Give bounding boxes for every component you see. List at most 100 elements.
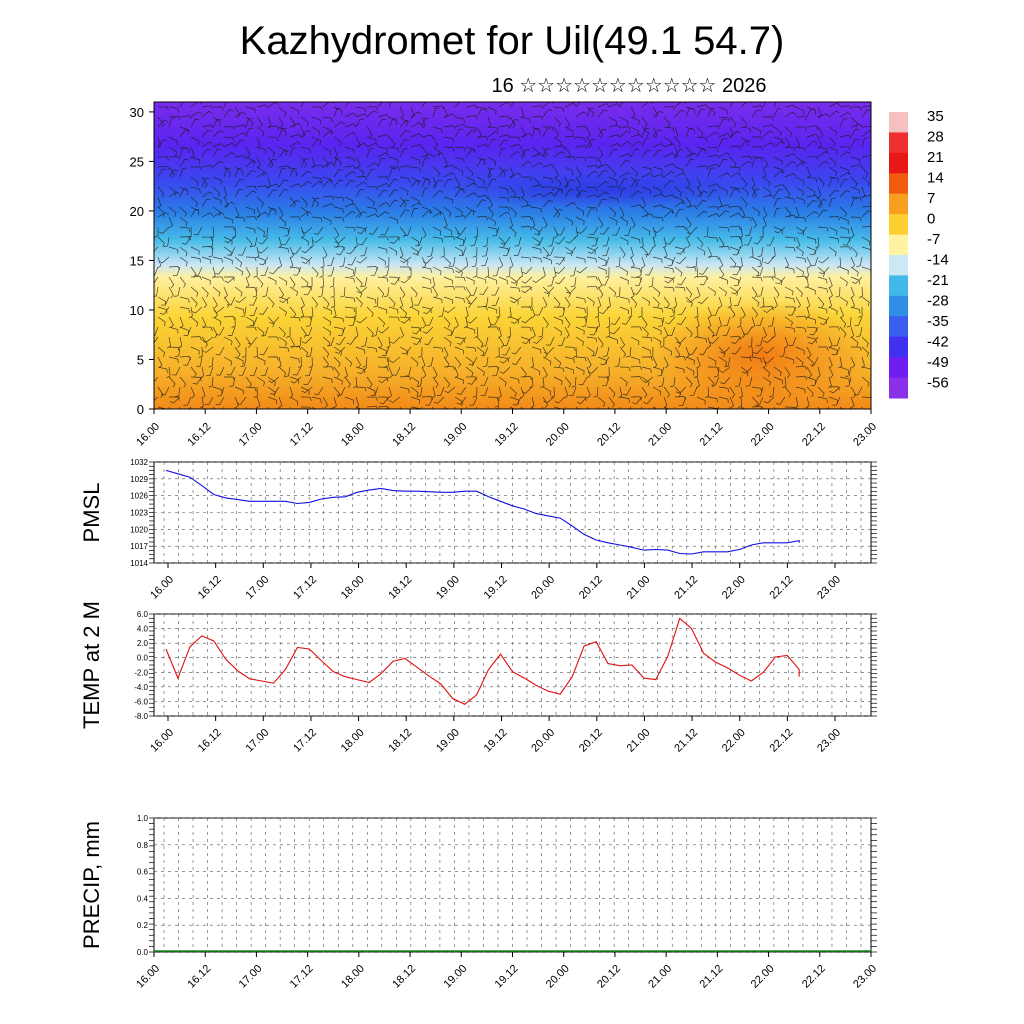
wind-barb xyxy=(410,202,423,208)
wind-barb xyxy=(795,176,805,186)
wind-barb xyxy=(245,286,257,292)
wind-barb xyxy=(687,226,698,235)
wind-barb xyxy=(312,236,324,243)
wind-barb xyxy=(619,159,630,168)
wind-barb xyxy=(311,176,323,183)
wind-barb xyxy=(212,186,221,197)
wind-barb xyxy=(861,296,870,307)
wind-barb xyxy=(498,115,511,120)
wind-barb xyxy=(652,296,660,308)
section-x-tick-label: 23.00 xyxy=(851,421,879,449)
pmsl-x-tick-label: 22.00 xyxy=(720,574,748,602)
wind-barb xyxy=(795,146,806,153)
wind-barb xyxy=(520,286,532,291)
wind-barb xyxy=(744,236,753,246)
wind-barb xyxy=(227,326,236,336)
wind-barb xyxy=(839,216,849,225)
wind-barb xyxy=(729,145,742,150)
wind-barb xyxy=(641,246,649,258)
wind-barb xyxy=(421,286,432,293)
wind-barb xyxy=(674,336,682,348)
wind-barb xyxy=(542,396,549,409)
wind-barb xyxy=(658,376,665,388)
wind-barb xyxy=(564,156,576,161)
wind-barb xyxy=(784,126,793,137)
wind-barb xyxy=(839,296,848,306)
wind-barb xyxy=(498,256,504,269)
wind-barb xyxy=(223,256,233,265)
wind-barb xyxy=(241,346,247,358)
wind-barb xyxy=(542,246,550,258)
wind-barb xyxy=(677,306,687,316)
wind-barb xyxy=(597,286,604,299)
wind-barb xyxy=(586,256,597,263)
wind-barb xyxy=(289,106,299,115)
wind-barb xyxy=(300,181,312,188)
wind-barb xyxy=(407,266,412,278)
wind-barb xyxy=(190,186,201,194)
wind-barb xyxy=(201,296,208,309)
wind-barb xyxy=(322,126,332,135)
wind-barb xyxy=(718,226,730,232)
wind-barb xyxy=(575,206,585,216)
section-x-tick-label: 21.12 xyxy=(698,421,726,449)
wind-barb xyxy=(465,192,478,198)
wind-barb xyxy=(223,276,235,281)
wind-barb xyxy=(784,214,797,219)
wind-barb xyxy=(731,336,742,345)
wind-barb xyxy=(190,196,199,207)
wind-barb xyxy=(320,256,325,269)
wind-barb xyxy=(553,306,565,312)
wind-barb xyxy=(619,296,630,304)
wind-barb xyxy=(795,196,805,205)
wind-barb xyxy=(344,123,357,128)
wind-barb xyxy=(674,286,686,292)
wind-barb xyxy=(238,366,247,376)
wind-barb xyxy=(512,356,522,365)
wind-barb xyxy=(729,225,742,230)
wind-barb xyxy=(854,316,863,326)
wind-barb xyxy=(788,306,797,316)
wind-barb xyxy=(168,191,180,198)
wind-barb xyxy=(234,179,244,188)
wind-barb xyxy=(652,186,662,195)
wind-barb xyxy=(465,346,477,352)
temp-2m-y-tick-label: -8.0 xyxy=(134,712,148,721)
colorbar-label: -21 xyxy=(927,272,949,289)
wind-barb xyxy=(454,116,465,123)
wind-barb xyxy=(839,366,849,375)
wind-barb xyxy=(553,209,563,218)
wind-barb xyxy=(278,146,288,156)
wind-barb xyxy=(392,366,401,376)
wind-barb xyxy=(686,296,698,303)
wind-barb xyxy=(674,366,685,374)
wind-barb xyxy=(412,246,423,255)
wind-barb xyxy=(212,148,222,158)
wind-barb xyxy=(619,141,631,148)
wind-barb xyxy=(410,208,419,218)
wind-barb xyxy=(769,386,775,398)
wind-barb xyxy=(589,226,599,236)
wind-barb xyxy=(322,195,335,201)
wind-barb xyxy=(482,356,489,368)
wind-barb xyxy=(168,117,176,128)
wind-barb xyxy=(366,147,374,158)
wind-barb xyxy=(576,226,588,234)
wind-barb xyxy=(245,386,257,392)
wind-barb xyxy=(707,106,716,117)
wind-barb xyxy=(608,176,618,185)
wind-barb xyxy=(608,206,617,217)
wind-barb xyxy=(465,276,475,285)
wind-barb xyxy=(443,236,455,241)
wind-barb xyxy=(212,386,223,394)
wind-barb xyxy=(303,286,313,296)
wind-barb xyxy=(410,133,423,138)
wind-barb xyxy=(267,208,276,218)
wind-barb xyxy=(355,226,367,233)
wind-barb xyxy=(278,126,287,137)
wind-barb xyxy=(696,108,706,118)
wind-barb xyxy=(587,366,599,374)
temp-2m-y-tick-label: 0.0 xyxy=(137,654,149,663)
wind-barb xyxy=(300,316,312,321)
wind-barb xyxy=(443,196,454,204)
